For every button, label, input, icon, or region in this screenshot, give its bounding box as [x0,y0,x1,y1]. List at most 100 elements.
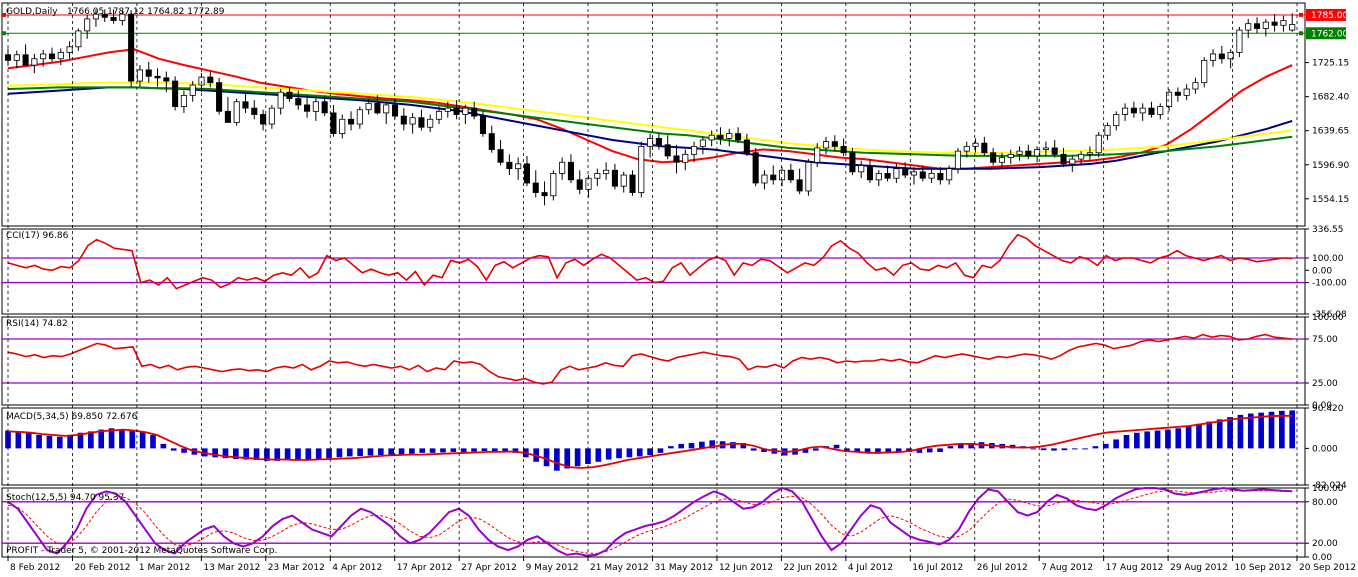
candle-body [585,177,592,190]
x-tick-label: 20 Sep 2012 [1299,563,1356,573]
candle [312,98,319,121]
candle [770,165,777,185]
macd-histogram-bar [657,448,664,453]
rsi-y-tick-label: 100.00 [1312,313,1344,323]
candle [233,98,240,126]
resistance-tag [1306,8,1346,21]
stoch-y-tick-label: 20.00 [1312,539,1338,549]
candle [365,98,372,115]
candle-body [435,110,443,120]
macd-signal-line [7,414,1293,469]
x-tick-label: 17 Apr 2012 [397,563,453,573]
x-tick-label: 17 Aug 2012 [1106,563,1164,573]
candle [321,95,328,117]
candle [990,147,997,166]
cci-y-tick-label: -356.08 [1312,310,1347,320]
candle-body [339,118,346,135]
candle-body [180,94,187,107]
rsi-y-tick-label: 0.00 [1312,401,1332,411]
x-axis: 8 Feb 2012 20 Feb 2012 1 Mar 2012 13 Mar 20… [7,3,1356,573]
pane-frame-macd [1,407,1306,486]
candle-body [647,137,654,147]
macd-histogram-bar [98,429,105,449]
candle-body [172,80,179,107]
macd-histogram-bar [1258,412,1264,449]
stoch-line [7,486,1293,557]
candle-body [717,134,724,139]
candle [1104,122,1111,140]
macd-histogram-bar [378,448,384,456]
candle-body [559,161,566,174]
candle-body [1113,114,1120,127]
candle [1034,146,1041,163]
y-tick-label: 1639.65 [1312,127,1349,137]
candle-body [444,107,451,112]
candle [1289,13,1296,32]
candle-body [321,101,328,114]
candle [462,104,469,125]
indicator-panes: 336.55100.000.00-100.00-356.08100.0075.0… [2,225,1347,563]
macd-histogram-bar [750,448,757,451]
candle-body [84,18,91,32]
candle-body [752,152,759,184]
macd-histogram-bar [947,446,954,449]
macd-histogram-bar [688,443,695,449]
candle [691,141,698,163]
candle-body [479,115,487,135]
candle-body [1253,23,1261,29]
candle [1236,26,1243,58]
macd-histogram-bar [181,448,187,453]
candle [559,157,566,180]
rsi-label: RSI(14) 74.82 [6,319,68,329]
candle [1113,111,1120,131]
candle-body [163,77,170,82]
candle [726,128,733,147]
macd-histogram-bar [1279,410,1285,449]
candle-body [990,152,997,163]
macd-histogram-bar [1196,423,1202,449]
candle [268,104,275,129]
stoch-line [7,490,1293,555]
candle [620,171,627,193]
macd-histogram-bar [67,434,73,449]
support-label: 1762.00 [1311,29,1348,39]
candle [946,165,953,185]
candle [717,127,724,145]
x-tick-label: 26 Jul 2012 [977,563,1028,573]
candle-body [1183,88,1190,96]
candle [998,152,1005,169]
candle-body [875,173,882,181]
candle [418,109,425,131]
macd-label: MACD(5,34,5) 69.850 72.676 [6,412,138,422]
candle-body [550,173,557,197]
candle-body [620,174,627,187]
candle-body [735,133,742,141]
candle-body [57,51,64,60]
candle [1122,103,1129,121]
macd-histogram-bar [926,448,933,453]
candle-body [831,141,838,147]
candle-body [673,155,680,163]
candle-body [101,13,108,18]
candle [1271,14,1278,32]
pane-frame-rsi [1,316,1306,406]
resistance-marker-left [2,12,6,17]
x-tick-label: 20 Feb 2012 [74,563,130,573]
cci-y-tick-label: -100.00 [1312,279,1347,289]
resistance-label: 1785.00 [1311,11,1348,21]
x-tick-label: 22 Jun 2012 [783,563,837,573]
candle-body [946,168,953,181]
macd-histogram-bar [326,448,332,459]
macd-histogram-bar [844,448,850,451]
macd-histogram-bar [574,448,581,467]
candle [180,90,187,113]
price-pane: 1725.15 1682.40 1639.65 1596.90 1554.15 1785.… [2,8,1349,206]
pane-frame-cci [1,228,1306,315]
candle-body [893,168,900,179]
candle [1280,15,1287,32]
macd-histogram-bar [129,430,136,449]
macd-y-tick-label: -82.024 [1312,481,1347,491]
macd-histogram-bar [1061,448,1068,451]
candle [435,106,443,125]
candle [400,108,407,131]
